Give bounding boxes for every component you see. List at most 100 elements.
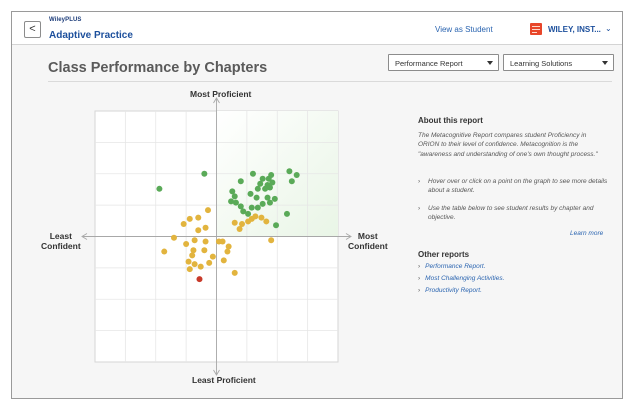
student-data-point[interactable] [196,276,203,283]
learn-more-link[interactable]: Learn more [570,230,604,237]
student-data-point[interactable] [195,227,202,234]
about-title: About this report [418,116,483,125]
student-data-point[interactable] [201,247,208,254]
student-data-point[interactable] [236,225,243,232]
solutions-select[interactable]: Learning Solutions [503,54,614,71]
student-data-point[interactable] [204,207,211,214]
student-data-point[interactable] [263,218,270,225]
student-data-point[interactable] [197,263,204,270]
student-data-point[interactable] [264,194,271,201]
arrow-up-icon [213,97,220,104]
student-data-point[interactable] [189,252,196,259]
institution-logo-icon [530,23,542,35]
student-data-point[interactable] [183,241,190,248]
student-data-point[interactable] [266,184,273,191]
student-data-point[interactable] [286,168,293,175]
axis-label-top: Most Proficient [190,89,252,99]
other-report-link-label: Productivity Report. [425,287,482,294]
top-bar: < WileyPLUS Adaptive Practice View as St… [12,12,622,45]
student-data-point[interactable] [269,179,276,186]
student-data-point[interactable] [265,175,272,182]
axis-label-left-line1: Least [49,231,72,241]
student-data-point[interactable] [202,238,209,245]
student-data-point[interactable] [293,172,300,179]
student-data-point[interactable] [186,215,193,222]
student-data-point[interactable] [229,188,236,195]
student-data-point[interactable] [231,193,238,200]
student-data-point[interactable] [240,208,247,215]
student-data-point[interactable] [232,199,239,206]
chevron-left-icon: < [29,23,36,35]
student-data-point[interactable] [254,185,261,192]
student-data-point[interactable] [195,214,202,221]
axis-label-right-line2: Confident [348,241,388,251]
back-button[interactable]: < [24,21,41,38]
student-data-point[interactable] [170,234,177,241]
other-report-link-challenging[interactable]: › Most Challenging Activities. [418,275,504,282]
student-data-point[interactable] [248,204,255,211]
student-data-point[interactable] [259,200,266,207]
arrow-left-icon [81,233,88,240]
other-report-link-label: Performance Report. [425,263,486,270]
about-bullet-text: Use the table below to see student resul… [428,205,594,221]
student-data-point[interactable] [209,253,216,260]
student-data-point[interactable] [186,266,193,273]
student-data-point[interactable] [288,178,295,185]
other-report-link-performance[interactable]: › Performance Report. [418,263,486,270]
student-data-point[interactable] [271,195,278,202]
student-data-point[interactable] [237,203,244,210]
axis-label-left: Least Confident [41,231,81,251]
student-data-point[interactable] [231,269,238,276]
student-data-point[interactable] [268,237,275,244]
view-as-student-link[interactable]: View as Student [435,25,493,34]
chevron-down-icon[interactable]: ⌄ [605,24,612,33]
student-data-point[interactable] [161,248,168,255]
student-data-point[interactable] [262,185,269,192]
student-data-point[interactable] [249,170,256,177]
app-title: Adaptive Practice [49,30,133,41]
student-data-point[interactable] [225,243,232,250]
student-data-point[interactable] [220,257,227,264]
student-data-point[interactable] [273,222,280,229]
institution-menu[interactable]: WILEY, INST... [548,25,601,34]
axis-label-right: Most Confident [348,231,388,251]
student-data-point[interactable] [190,247,197,254]
student-data-point[interactable] [219,238,226,245]
student-data-point[interactable] [231,219,238,226]
student-data-point[interactable] [239,220,246,227]
about-bullet: › Hover over or click on a point on the … [418,177,608,195]
student-data-point[interactable] [259,175,266,182]
student-data-point[interactable] [191,261,198,268]
student-data-point[interactable] [156,185,163,192]
student-data-point[interactable] [185,258,192,265]
student-data-point[interactable] [180,220,187,227]
other-report-link-productivity[interactable]: › Productivity Report. [418,287,482,294]
report-type-select[interactable]: Performance Report [388,54,499,71]
student-data-point[interactable] [228,198,235,205]
student-data-point[interactable] [257,180,264,187]
axis-label-left-line2: Confident [41,241,81,251]
student-data-point[interactable] [245,210,252,217]
page-title: Class Performance by Chapters [48,60,268,76]
arrow-down-icon [213,369,220,376]
chevron-right-icon: › [418,205,421,212]
solutions-value: Learning Solutions [510,59,573,68]
student-data-point[interactable] [224,248,231,255]
axis-label-bottom: Least Proficient [192,375,256,385]
student-data-point[interactable] [247,190,254,197]
metacognition-scatter-chart [81,97,352,376]
student-data-point[interactable] [258,214,265,221]
student-data-point[interactable] [201,170,208,177]
student-data-point[interactable] [237,178,244,185]
student-data-point[interactable] [202,224,209,231]
student-data-point[interactable] [252,213,259,220]
student-data-point[interactable] [206,259,213,266]
student-data-point[interactable] [283,210,290,217]
student-data-point[interactable] [266,199,273,206]
student-data-point[interactable] [254,204,261,211]
arrow-right-icon [345,233,352,240]
chevron-right-icon: › [418,287,421,294]
chevron-right-icon: › [418,263,421,270]
student-data-point[interactable] [191,237,198,244]
student-data-point[interactable] [253,194,260,201]
